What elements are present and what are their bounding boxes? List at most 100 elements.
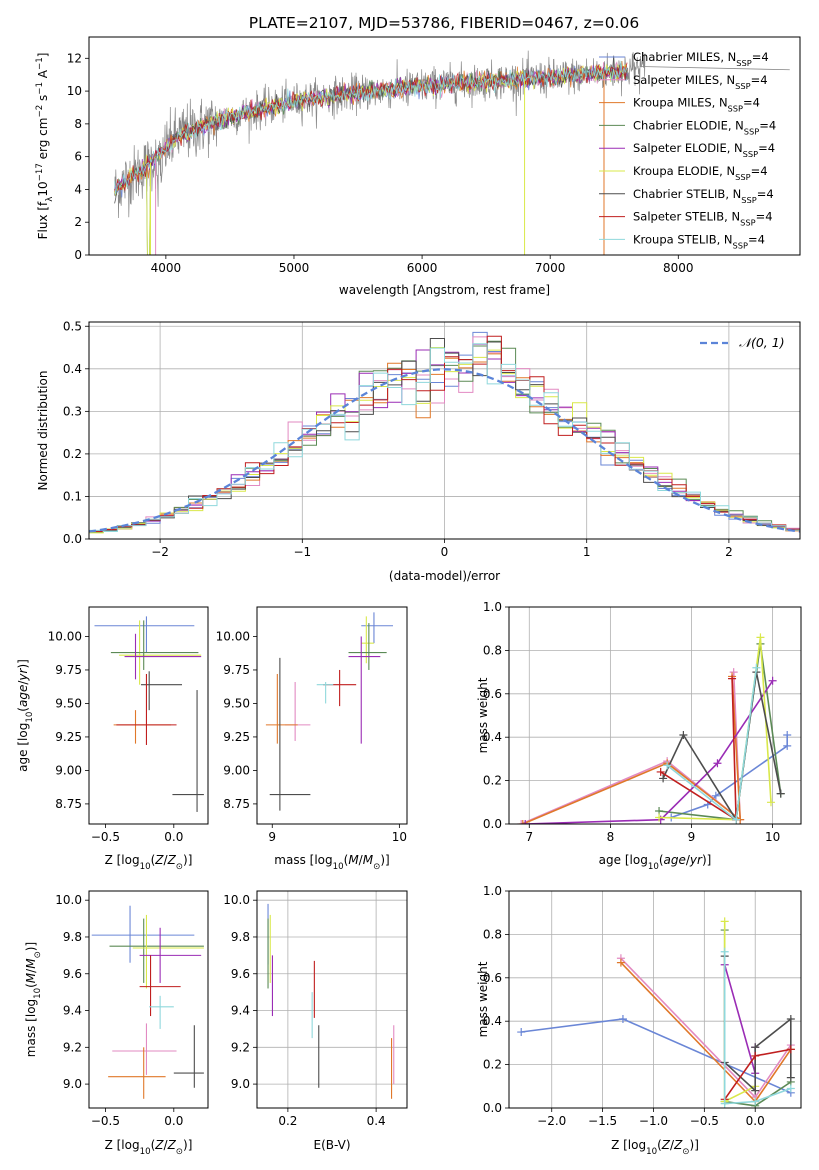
figure-title: PLATE=2107, MJD=53786, FIBERID=0467, z=0… (249, 14, 639, 32)
y-tick-label: 9.00 (223, 763, 250, 777)
observed-spectrum-tail (639, 66, 790, 71)
x-axis-label: Z [log10(Z/Z⊙)] (611, 1138, 699, 1157)
mass-weight-point (756, 633, 765, 642)
x-axis-label: E(B-V) (313, 1138, 350, 1152)
mass-weight-point (783, 741, 792, 750)
y-tick-label: 9.0 (231, 1077, 250, 1091)
x-tick-label: −1.5 (588, 1114, 617, 1128)
age-vs-mass-panel: 9 10 8.75 9.00 9.25 9.50 9.75 10.00 mass [log10(… (216, 606, 408, 872)
axes-frame (88, 606, 209, 825)
y-tick-label: 9.75 (55, 663, 82, 677)
mass-weight-point (618, 1015, 627, 1024)
model-spectrum-line (114, 62, 628, 193)
mass-weight-point (751, 1086, 760, 1095)
x-tick-label: −0.5 (91, 1114, 120, 1128)
x-tick-label: 9 (268, 830, 276, 844)
x-tick-label: −1 (293, 545, 311, 559)
mass-weight-point (751, 1097, 760, 1106)
mass-weight-point (786, 1015, 795, 1024)
y-tick-label: 0.3 (63, 404, 82, 418)
mass-vs-metallicity-panel: −0.5 0.0 9.0 9.2 9.4 9.6 9.8 10.0 Z [log10(Z/Z⊙)… (24, 890, 209, 1157)
x-axis-label: (data-model)/error (389, 569, 500, 583)
mass-weight-plot-area (517, 917, 795, 1108)
x-axis-label: mass [log10(M/M⊙)] (274, 853, 389, 872)
y-tick-label: 0.0 (483, 817, 502, 831)
y-tick-label: 9.8 (231, 930, 250, 944)
mass-weight-point (720, 1099, 729, 1108)
y-tick-label: 9.50 (223, 696, 250, 710)
legend-label: Salpeter STELIB, NSSP=4 (633, 210, 773, 228)
mass-weight-point (517, 1028, 526, 1037)
mass-weight-point (732, 815, 741, 824)
mass-weight-plot-area (517, 633, 792, 824)
y-tick-label: 9.2 (231, 1040, 250, 1054)
y-tick-label: 0.4 (483, 1014, 502, 1028)
x-tick-label: −2 (151, 545, 169, 559)
y-tick-label: 9.8 (63, 930, 82, 944)
x-tick-label: 9 (688, 830, 696, 844)
mass-weight-point (766, 798, 775, 807)
mass-vs-ebv-panel: 0.2 0.4 9.0 9.2 9.4 9.6 9.8 10.0 E(B-V) (223, 890, 408, 1152)
y-axis-label: Normed distribution (36, 371, 50, 491)
legend-label: Chabrier STELIB, NSSP=4 (633, 187, 774, 205)
normal-curve-line (89, 368, 800, 533)
x-axis-label: Z [log10(Z/Z⊙)] (105, 853, 193, 872)
y-tick-label: 10.0 (223, 893, 250, 907)
y-tick-label: 1.0 (483, 884, 502, 898)
y-tick-label: 12 (67, 51, 82, 65)
mass-weight-point (786, 1084, 795, 1093)
residual-histogram-panel: −2 −1 0 1 2 0.0 0.1 0.2 0.3 0.4 0.5 𝒩(0, 1) (data-mo… (36, 319, 801, 583)
x-tick-label: −2.0 (537, 1114, 566, 1128)
mass-weight-series-line (723, 964, 756, 1074)
mass-weight-point (786, 1045, 795, 1054)
y-tick-label: 9.4 (231, 1004, 250, 1018)
y-axis-label: mass weight (476, 677, 490, 753)
mass-weight-series-line (522, 676, 742, 824)
mass-weight-series-line (620, 962, 792, 1103)
mass-weight-series-line (723, 951, 792, 1105)
mass-weight-point (711, 791, 720, 800)
y-tick-label: 8.75 (55, 797, 82, 811)
legend-label: Chabrier MILES, NSSP=4 (633, 50, 769, 68)
y-tick-label: 10.00 (48, 629, 82, 643)
x-tick-label: 8 (607, 830, 615, 844)
y-tick-label: 8 (74, 117, 82, 131)
normal-legend-label: 𝒩(0, 1) (739, 335, 785, 350)
age-vs-metallicity-panel: −0.5 0.0 8.75 9.00 9.25 9.50 9.75 10.00 Z [log10… (16, 606, 209, 872)
y-tick-label: 0.2 (483, 774, 502, 788)
x-tick-label: 0.2 (278, 1114, 297, 1128)
histogram-plot-area (89, 331, 800, 535)
mass-weight-point (663, 761, 672, 770)
y-tick-label: 0.8 (483, 643, 502, 657)
x-axis-label: wavelength [Angstrom, rest frame] (339, 283, 550, 297)
mass-weight-series-line (723, 956, 792, 1093)
mass-weight-series-line (659, 637, 772, 821)
x-axis-label: Z [log10(Z/Z⊙)] (105, 1138, 193, 1157)
y-tick-label: 0.1 (63, 489, 82, 503)
mass-weight-point (713, 759, 722, 768)
y-axis-label: mass weight (476, 961, 490, 1037)
axes-frame (88, 890, 209, 1109)
axes-frame (508, 606, 802, 825)
x-tick-label: 7 (525, 830, 533, 844)
y-tick-label: 1.0 (483, 600, 502, 614)
y-tick-label: 9.2 (63, 1040, 82, 1054)
y-axis-label: age [log10(age/yr)] (16, 659, 35, 772)
y-tick-label: 2 (74, 215, 82, 229)
x-tick-label: 7000 (535, 261, 566, 275)
mass-weight-point (656, 767, 665, 776)
y-tick-label: 0.8 (483, 927, 502, 941)
y-tick-label: 9.6 (63, 967, 82, 981)
mass-weight-point (720, 917, 729, 926)
y-tick-label: 0.6 (483, 971, 502, 985)
mass-weight-point (752, 663, 761, 672)
mass-weight-point (783, 731, 792, 740)
mass-weight-vs-metallicity-panel: −2.0 −1.5 −1.0 −0.5 0.0 0.0 0.2 0.4 0.6 0.8 1.0 Z [… (476, 884, 802, 1157)
y-tick-label: 9.00 (55, 763, 82, 777)
y-tick-label: 0.2 (483, 1058, 502, 1072)
x-tick-label: 8000 (663, 261, 694, 275)
y-tick-label: 9.75 (223, 663, 250, 677)
mass-weight-series-line (620, 957, 792, 1099)
y-tick-label: 0.5 (63, 319, 82, 333)
